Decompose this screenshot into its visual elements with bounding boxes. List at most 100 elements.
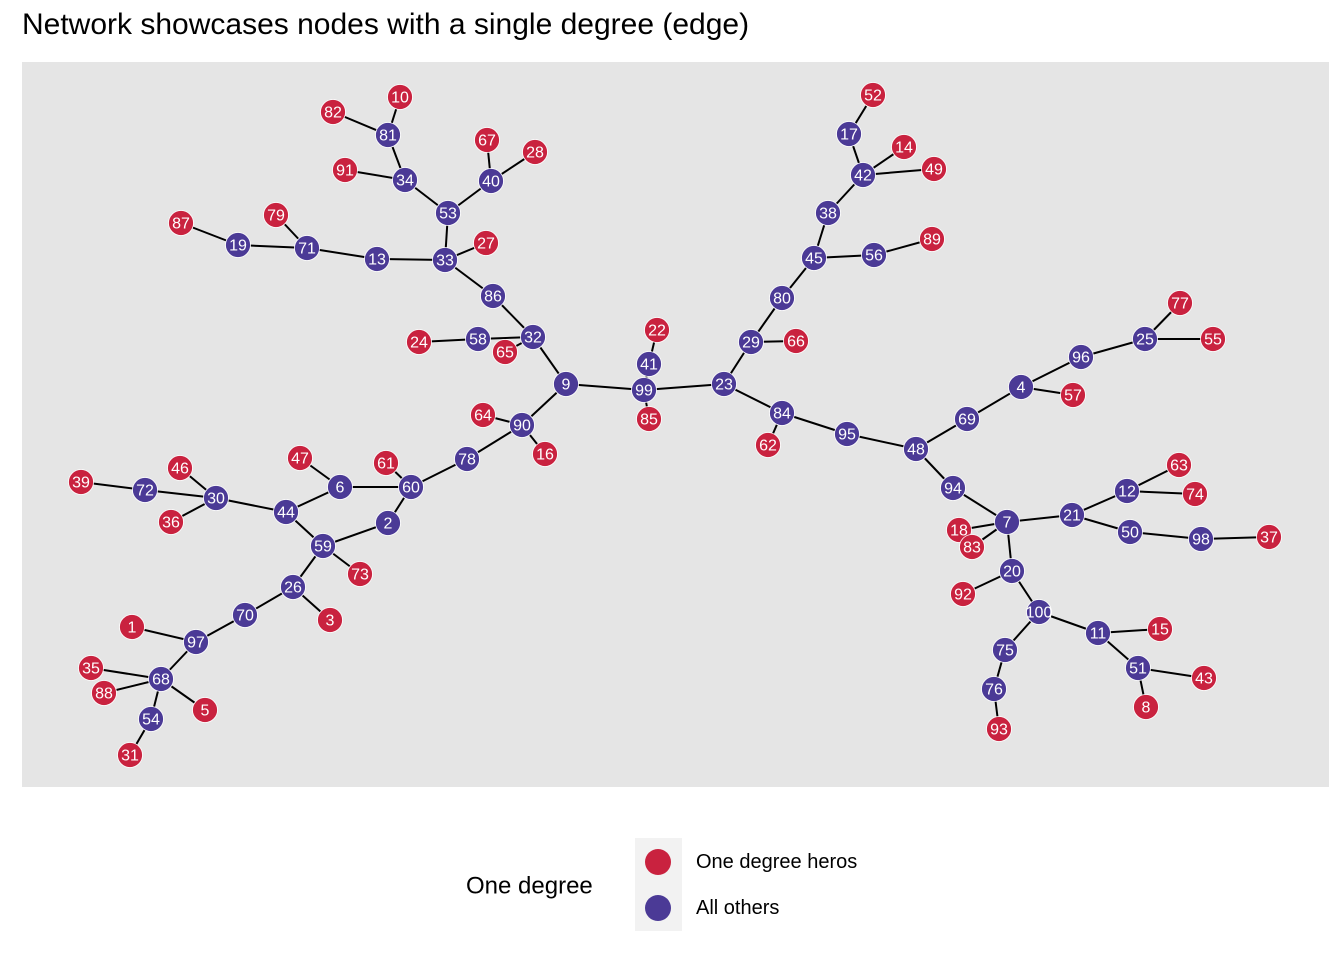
node-label: 72 bbox=[136, 483, 154, 500]
node-3: 3 bbox=[317, 607, 343, 633]
node-label: 86 bbox=[484, 289, 502, 306]
node-83: 83 bbox=[959, 534, 985, 560]
node-label: 77 bbox=[1171, 296, 1189, 313]
node-label: 61 bbox=[377, 456, 395, 473]
node-circle bbox=[1125, 655, 1151, 681]
node-5: 5 bbox=[192, 697, 218, 723]
node-circle bbox=[738, 329, 764, 355]
node-circle bbox=[1068, 344, 1094, 370]
node-circle bbox=[836, 121, 862, 147]
node-67: 67 bbox=[474, 127, 500, 153]
node-circle bbox=[1008, 374, 1034, 400]
node-72: 72 bbox=[132, 477, 158, 503]
node-47: 47 bbox=[287, 445, 313, 471]
node-circle bbox=[954, 406, 980, 432]
node-circle bbox=[203, 485, 229, 511]
node-circle bbox=[474, 127, 500, 153]
node-label: 59 bbox=[314, 539, 332, 556]
node-label: 85 bbox=[640, 412, 658, 429]
node-12: 12 bbox=[1114, 478, 1140, 504]
node-circle bbox=[1167, 290, 1193, 316]
node-label: 42 bbox=[854, 168, 872, 185]
node-label: 3 bbox=[326, 613, 335, 630]
node-label: 50 bbox=[1121, 525, 1139, 542]
node-label: 5 bbox=[201, 703, 210, 720]
node-35: 35 bbox=[78, 655, 104, 681]
node-label: 57 bbox=[1064, 388, 1082, 405]
node-2: 2 bbox=[375, 510, 401, 536]
node-52: 52 bbox=[860, 82, 886, 108]
node-circle bbox=[347, 561, 373, 587]
node-circle bbox=[755, 432, 781, 458]
node-81: 81 bbox=[375, 122, 401, 148]
node-circle bbox=[999, 558, 1025, 584]
node-circle bbox=[815, 200, 841, 226]
node-label: 70 bbox=[236, 608, 254, 625]
node-circle bbox=[1114, 478, 1140, 504]
node-77: 77 bbox=[1167, 290, 1193, 316]
node-circle bbox=[480, 283, 506, 309]
node-label: 74 bbox=[1186, 487, 1204, 504]
node-label: 48 bbox=[907, 442, 925, 459]
node-32: 32 bbox=[520, 324, 546, 350]
node-circle bbox=[769, 285, 795, 311]
node-96: 96 bbox=[1068, 344, 1094, 370]
node-label: 89 bbox=[923, 232, 941, 249]
node-label: 21 bbox=[1063, 508, 1081, 525]
node-label: 4 bbox=[1017, 380, 1026, 397]
node-label: 60 bbox=[402, 480, 420, 497]
node-label: 13 bbox=[368, 252, 386, 269]
node-circle bbox=[1060, 382, 1086, 408]
node-90: 90 bbox=[509, 412, 535, 438]
node-82: 82 bbox=[320, 99, 346, 125]
node-36: 36 bbox=[158, 509, 184, 535]
node-circle bbox=[158, 509, 184, 535]
node-circle bbox=[959, 534, 985, 560]
node-label: 6 bbox=[336, 480, 345, 497]
node-label: 25 bbox=[1136, 332, 1154, 349]
node-17: 17 bbox=[836, 121, 862, 147]
node-circle bbox=[992, 637, 1018, 663]
node-label: 37 bbox=[1260, 530, 1278, 547]
node-circle bbox=[850, 162, 876, 188]
legend-label-other: All others bbox=[696, 897, 779, 919]
node-label: 65 bbox=[496, 345, 514, 362]
node-circle bbox=[553, 371, 579, 397]
node-73: 73 bbox=[347, 561, 373, 587]
node-circle bbox=[891, 134, 917, 160]
node-20: 20 bbox=[999, 558, 1025, 584]
node-circle bbox=[454, 446, 480, 472]
node-75: 75 bbox=[992, 637, 1018, 663]
node-33: 33 bbox=[432, 247, 458, 273]
node-circle bbox=[317, 607, 343, 633]
node-circle bbox=[287, 445, 313, 471]
node-98: 98 bbox=[1188, 526, 1214, 552]
node-88: 88 bbox=[91, 680, 117, 706]
node-label: 20 bbox=[1003, 564, 1021, 581]
node-label: 80 bbox=[773, 291, 791, 308]
node-label: 23 bbox=[715, 377, 733, 394]
node-label: 22 bbox=[648, 323, 666, 340]
node-circle bbox=[1117, 519, 1143, 545]
node-label: 76 bbox=[985, 682, 1003, 699]
node-circle bbox=[406, 329, 432, 355]
node-53: 53 bbox=[435, 200, 461, 226]
node-95: 95 bbox=[834, 421, 860, 447]
node-38: 38 bbox=[815, 200, 841, 226]
node-label: 33 bbox=[436, 253, 454, 270]
legend: One degree One degree heros All others bbox=[466, 838, 857, 931]
node-78: 78 bbox=[454, 446, 480, 472]
node-label: 75 bbox=[996, 643, 1014, 660]
node-28: 28 bbox=[522, 139, 548, 165]
node-label: 2 bbox=[384, 516, 393, 533]
node-58: 58 bbox=[465, 326, 491, 352]
node-label: 8 bbox=[1142, 700, 1151, 717]
node-label: 18 bbox=[950, 523, 968, 540]
node-label: 62 bbox=[759, 438, 777, 455]
node-23: 23 bbox=[711, 371, 737, 397]
node-34: 34 bbox=[392, 167, 418, 193]
node-circle bbox=[1256, 524, 1282, 550]
legend-swatch-one bbox=[645, 849, 671, 875]
node-label: 83 bbox=[963, 540, 981, 557]
node-circle bbox=[1132, 326, 1158, 352]
